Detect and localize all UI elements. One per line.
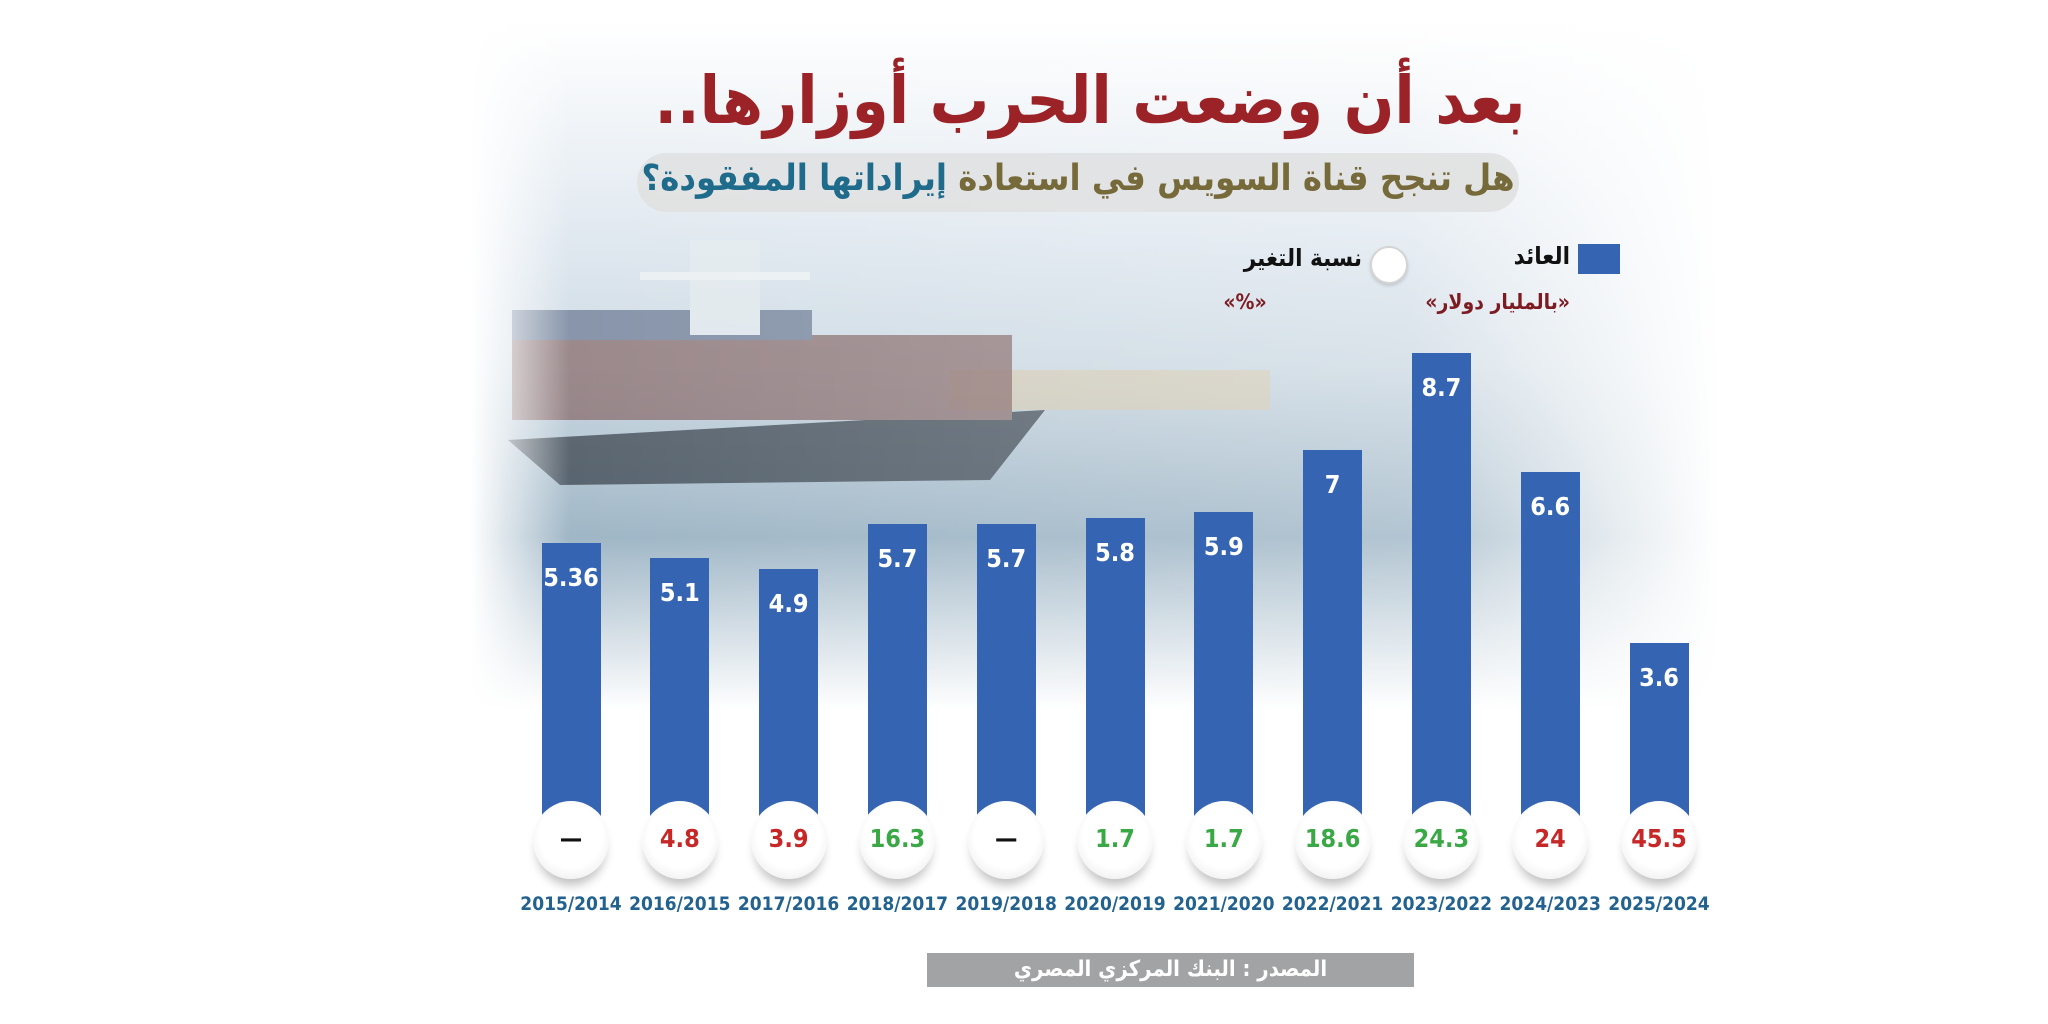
year-tick-label: 2021/2020 [1173, 893, 1275, 915]
change-percent-label: 45.5 [1631, 824, 1687, 853]
bar-value-label: 5.1 [659, 577, 700, 607]
change-circle [1403, 801, 1480, 879]
bar-value-label: 5.9 [1203, 532, 1244, 562]
change-percent-label: 3.9 [768, 824, 809, 853]
change-circle [533, 801, 609, 879]
bar-value-label: 8.7 [1421, 372, 1462, 402]
bar-value-label: 5.36 [543, 563, 599, 593]
legend-change-unit: «%» [1223, 290, 1267, 314]
source-note: المصدر : البنك المركزي المصري [927, 953, 1414, 987]
bar-value-label: 5.7 [877, 543, 918, 573]
change-circle [968, 801, 1045, 879]
bar [1194, 512, 1254, 838]
bar-value-label: 3.6 [1639, 663, 1679, 693]
subtitle-pill [637, 153, 1519, 212]
change-circle [1294, 801, 1371, 879]
change-percent-label: 1.7 [1095, 824, 1135, 853]
legend-change-label: نسبة التغير [1243, 244, 1362, 272]
change-circle [1512, 801, 1589, 879]
change-percent-label: 1.7 [1203, 824, 1244, 853]
year-tick-label: 2019/2018 [955, 893, 1057, 915]
year-tick-label: 2017/2016 [737, 893, 840, 915]
year-tick-label: 2025/2024 [1608, 893, 1710, 915]
legend-revenue-swatch [1578, 244, 1620, 274]
year-tick-label: 2020/2019 [1064, 893, 1166, 915]
bar [867, 523, 927, 838]
year-tick-label: 2018/2017 [846, 893, 949, 915]
bar [1411, 352, 1471, 838]
bar-value-label: 5.8 [1095, 537, 1135, 567]
bar-value-label: 7 [1324, 469, 1341, 499]
year-tick-label: 2016/2015 [629, 893, 731, 915]
legend-change-swatch [1370, 246, 1408, 284]
change-circle [1077, 801, 1153, 879]
bar [541, 543, 601, 838]
change-circle [1621, 801, 1697, 879]
change-percent-label: 24 [1534, 824, 1566, 853]
year-tick-label: 2015/2014 [520, 893, 622, 915]
change-percent-label: 16.3 [869, 824, 926, 853]
change-circle [750, 801, 827, 879]
bar [1303, 449, 1363, 838]
bar [650, 557, 710, 838]
subtitle-part1: هل تنجح قناة السويس في استعادة [947, 158, 1515, 199]
year-tick-label: 2023/2022 [1390, 893, 1493, 915]
bar [1085, 517, 1145, 838]
year-tick-label: 2022/2021 [1281, 893, 1384, 915]
change-circle [859, 801, 936, 879]
year-tick-label: 2024/2023 [1499, 893, 1601, 915]
change-circle [641, 801, 718, 879]
bar-value-label: 4.9 [768, 589, 809, 619]
subtitle-part2: إيراداتها المفقودة؟ [641, 158, 948, 199]
bar [976, 523, 1036, 838]
change-percent-label: 24.3 [1413, 824, 1470, 853]
legend-revenue-unit: «بالمليار دولار» [1425, 290, 1570, 314]
bar-value-label: 5.7 [986, 543, 1027, 573]
change-percent-label: 4.8 [659, 824, 700, 853]
main-title: بعد أن وضعت الحرب أوزارها.. [654, 62, 1526, 139]
legend-revenue-label: العائد [1513, 242, 1570, 270]
change-percent-label: 18.6 [1304, 824, 1361, 853]
change-circle [1185, 801, 1262, 879]
subtitle: هل تنجح قناة السويس في استعادة إيراداتها… [637, 158, 1519, 199]
bar [759, 569, 819, 838]
change-percent-label: — [559, 824, 583, 853]
change-percent-label: — [994, 824, 1018, 853]
bar [1520, 472, 1580, 838]
bar-value-label: 6.6 [1530, 492, 1571, 522]
